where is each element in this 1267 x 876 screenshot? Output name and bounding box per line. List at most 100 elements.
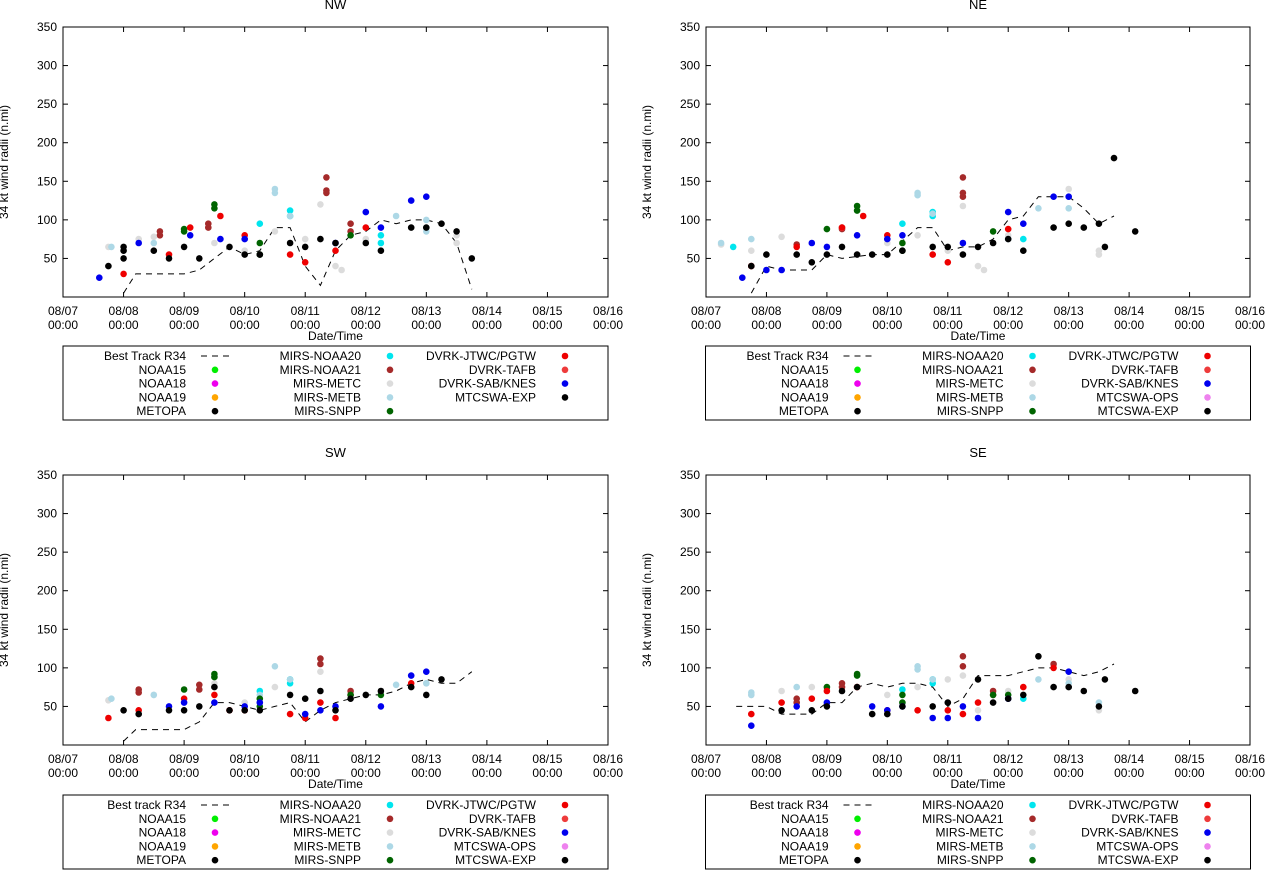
x-tick-label: 08/11 [933, 304, 962, 318]
point-exp [256, 707, 264, 714]
x-tick-label-time: 00:00 [751, 318, 781, 332]
legend-box [705, 794, 1251, 870]
point-exp [763, 251, 770, 258]
legend-label: NOAA15 [139, 363, 187, 377]
legend-label: MIRS-NOAA20 [922, 349, 1004, 363]
panel-title: NE [969, 0, 987, 12]
point-exp [105, 262, 112, 270]
x-tick-label: 08/10 [230, 752, 260, 766]
point-exp [838, 687, 846, 695]
point-metb [286, 212, 294, 220]
point-exp [317, 235, 324, 243]
point-sab [186, 232, 194, 239]
legend-label: DVRK-JTWC/PGTW [426, 349, 537, 363]
plot-frame [705, 474, 1251, 746]
legend-swatch [211, 856, 219, 864]
x-tick-label-time: 00:00 [593, 318, 623, 332]
point-exp [120, 707, 127, 714]
point-sab [180, 699, 188, 706]
point-exp [1004, 695, 1012, 702]
legend-swatch [561, 856, 569, 864]
legend-swatch [1029, 394, 1036, 401]
point-exp [1131, 228, 1139, 235]
point-jtwc [1004, 225, 1012, 233]
y-axis-label: 34 kt wind radii (n.mi) [0, 105, 11, 219]
legend-label: DVRK-SAB/KNES [1081, 826, 1178, 840]
x-tick-label-time: 00:00 [1175, 766, 1205, 780]
point-exp [438, 676, 445, 683]
point-metb [929, 210, 936, 217]
y-tick-label: 100 [680, 213, 700, 227]
point-exp [929, 243, 936, 251]
legend-label: METOPA [779, 853, 829, 867]
y-tick-label: 250 [37, 545, 57, 559]
point-exp [748, 262, 755, 270]
point-metb [150, 691, 158, 699]
point-exp [1080, 224, 1088, 231]
point-noaa21 [196, 681, 203, 689]
point-sab [868, 703, 876, 710]
legend-swatch [561, 394, 569, 401]
point-exp [808, 707, 816, 714]
point-metc [974, 707, 982, 714]
point-jtwc [859, 212, 867, 220]
point-jtwc [748, 710, 755, 718]
point-exp [884, 710, 891, 718]
legend-swatch [561, 843, 569, 850]
point-jtwc [211, 691, 218, 699]
x-tick-label: 08/16 [593, 752, 623, 766]
point-exp [778, 707, 785, 714]
point-snpp [180, 228, 188, 235]
legend-box [62, 794, 609, 870]
legend-swatch [1029, 801, 1036, 809]
point-sab [241, 235, 248, 243]
y-axis-label: 34 kt wind radii (n.mi) [0, 553, 11, 667]
y-tick-label: 250 [680, 545, 700, 559]
x-tick-label: 08/13 [1054, 752, 1084, 766]
x-tick-label: 08/16 [1235, 304, 1265, 318]
x-tick-label-time: 00:00 [109, 318, 139, 332]
x-tick-label: 08/12 [993, 304, 1023, 318]
x-tick-label: 08/12 [351, 752, 381, 766]
point-jtwc [914, 707, 921, 714]
point-exp [301, 243, 309, 251]
legend-label: NOAA15 [781, 363, 829, 377]
legend-swatch [211, 366, 219, 374]
point-sab [1065, 193, 1072, 200]
point-metc [271, 683, 279, 691]
x-tick-label: 08/14 [472, 752, 502, 766]
legend-swatch [1029, 366, 1036, 374]
point-sab [929, 714, 936, 722]
x-tick-label-time: 00:00 [472, 766, 502, 780]
legend-swatch [386, 856, 394, 864]
legend-label: MTCSWA-EXP [455, 853, 536, 867]
legend-label: MIRS-METC [936, 377, 1004, 391]
point-sab [96, 274, 103, 282]
point-snpp [211, 673, 218, 681]
point-metc [332, 262, 339, 270]
x-tick-label-time: 00:00 [933, 318, 963, 332]
y-tick-label: 200 [37, 584, 57, 598]
y-tick-label: 50 [687, 251, 701, 265]
point-sab [959, 239, 967, 247]
point-noaa21 [156, 232, 164, 239]
legend-box [705, 345, 1251, 421]
x-tick-label-time: 00:00 [411, 318, 441, 332]
point-exp [1020, 691, 1027, 699]
panel-sw: SW5010015020025030035008/0700:0008/0800:… [0, 445, 623, 870]
legend-label: MIRS-NOAA20 [280, 798, 362, 812]
y-tick-label: 50 [44, 251, 58, 265]
x-tick-label: 08/09 [169, 304, 199, 318]
legend-swatch [1029, 352, 1036, 360]
y-tick-label: 250 [37, 97, 57, 111]
point-exp [377, 687, 385, 695]
y-tick-label: 200 [680, 584, 700, 598]
legend-label: MIRS-METC [293, 826, 361, 840]
x-tick-label-time: 00:00 [933, 766, 963, 780]
y-tick-label: 100 [680, 661, 700, 675]
point-metc [778, 233, 785, 241]
point-jtwc [838, 224, 846, 231]
point-metc [778, 687, 785, 695]
x-tick-label-time: 00:00 [593, 766, 623, 780]
point-exp [868, 251, 876, 258]
